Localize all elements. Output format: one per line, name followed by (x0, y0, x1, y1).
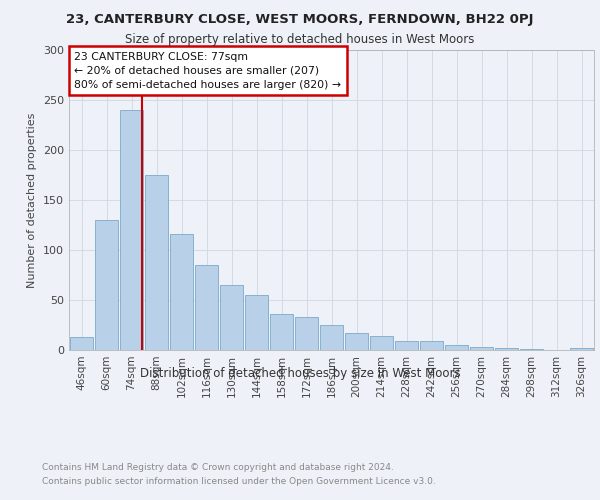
Bar (220, 285, 243, 350)
Bar (495, 348, 518, 350)
Bar (95, 220, 118, 350)
Bar (170, 234, 193, 350)
Bar (345, 333, 368, 350)
Bar (120, 110, 143, 350)
Bar (420, 341, 443, 350)
Bar (520, 349, 543, 350)
Bar (370, 336, 393, 350)
Bar (145, 175, 168, 350)
Text: Contains HM Land Registry data © Crown copyright and database right 2024.: Contains HM Land Registry data © Crown c… (42, 462, 394, 471)
Text: Size of property relative to detached houses in West Moors: Size of property relative to detached ho… (125, 32, 475, 46)
Text: Distribution of detached houses by size in West Moors: Distribution of detached houses by size … (140, 368, 460, 380)
Bar (395, 341, 418, 350)
Bar (270, 314, 293, 350)
Bar (245, 295, 268, 350)
Text: Contains public sector information licensed under the Open Government Licence v3: Contains public sector information licen… (42, 478, 436, 486)
Bar (320, 325, 343, 350)
Bar (470, 347, 493, 350)
Bar (570, 348, 593, 350)
Y-axis label: Number of detached properties: Number of detached properties (28, 112, 37, 288)
Bar (195, 265, 218, 350)
Bar (445, 345, 468, 350)
Text: 23, CANTERBURY CLOSE, WEST MOORS, FERNDOWN, BH22 0PJ: 23, CANTERBURY CLOSE, WEST MOORS, FERNDO… (66, 12, 534, 26)
Bar (70, 337, 93, 350)
Bar (295, 317, 318, 350)
Text: 23 CANTERBURY CLOSE: 77sqm
← 20% of detached houses are smaller (207)
80% of sem: 23 CANTERBURY CLOSE: 77sqm ← 20% of deta… (74, 52, 341, 90)
